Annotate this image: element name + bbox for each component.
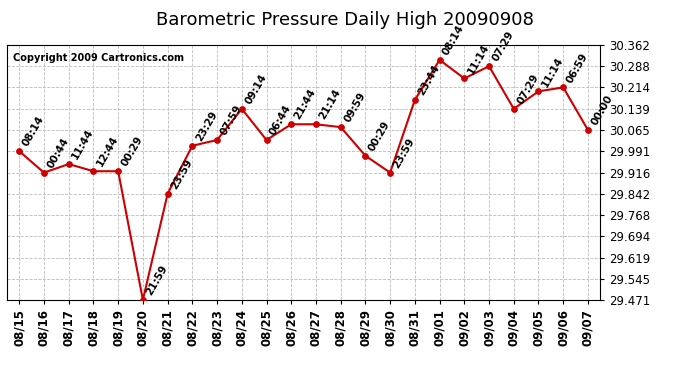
- Text: 23:29: 23:29: [194, 110, 219, 143]
- Text: 09:14: 09:14: [243, 72, 268, 106]
- Text: 11:44: 11:44: [70, 128, 95, 161]
- Text: 07:29: 07:29: [515, 72, 540, 106]
- Point: [14, 148, 25, 154]
- Text: 08:14: 08:14: [21, 115, 46, 148]
- Point: [187, 143, 198, 149]
- Text: 06:44: 06:44: [268, 104, 293, 137]
- Point: [88, 168, 99, 174]
- Point: [137, 297, 148, 303]
- Point: [434, 57, 445, 63]
- Text: 21:59: 21:59: [144, 264, 170, 297]
- Point: [384, 170, 395, 176]
- Text: 07:59: 07:59: [219, 104, 244, 137]
- Text: 23:59: 23:59: [391, 136, 417, 170]
- Point: [162, 191, 173, 197]
- Point: [236, 106, 247, 112]
- Text: 00:44: 00:44: [46, 136, 70, 170]
- Text: 11:14: 11:14: [466, 42, 491, 76]
- Text: 21:44: 21:44: [293, 88, 318, 122]
- Point: [484, 63, 495, 69]
- Point: [39, 170, 50, 176]
- Point: [63, 161, 75, 167]
- Text: Copyright 2009 Cartronics.com: Copyright 2009 Cartronics.com: [13, 53, 184, 63]
- Text: 00:29: 00:29: [119, 135, 145, 168]
- Point: [360, 153, 371, 159]
- Point: [335, 124, 346, 130]
- Text: 00:00: 00:00: [589, 93, 615, 127]
- Text: 08:14: 08:14: [441, 23, 466, 57]
- Text: 11:14: 11:14: [540, 55, 565, 88]
- Text: 07:29: 07:29: [491, 30, 515, 63]
- Text: 09:59: 09:59: [342, 91, 367, 124]
- Text: 23:59: 23:59: [169, 158, 194, 191]
- Text: 21:14: 21:14: [317, 88, 343, 122]
- Point: [112, 168, 124, 174]
- Text: Barometric Pressure Daily High 20090908: Barometric Pressure Daily High 20090908: [156, 11, 534, 29]
- Text: 23:44: 23:44: [416, 63, 442, 97]
- Point: [533, 88, 544, 94]
- Point: [286, 121, 297, 127]
- Point: [310, 121, 322, 127]
- Point: [459, 75, 470, 81]
- Text: 12:44: 12:44: [95, 135, 120, 168]
- Point: [409, 97, 420, 103]
- Point: [212, 137, 223, 143]
- Point: [509, 106, 520, 112]
- Point: [582, 127, 593, 133]
- Point: [558, 84, 569, 90]
- Point: [261, 137, 272, 143]
- Text: 06:59: 06:59: [564, 51, 590, 85]
- Text: 00:29: 00:29: [367, 119, 392, 153]
